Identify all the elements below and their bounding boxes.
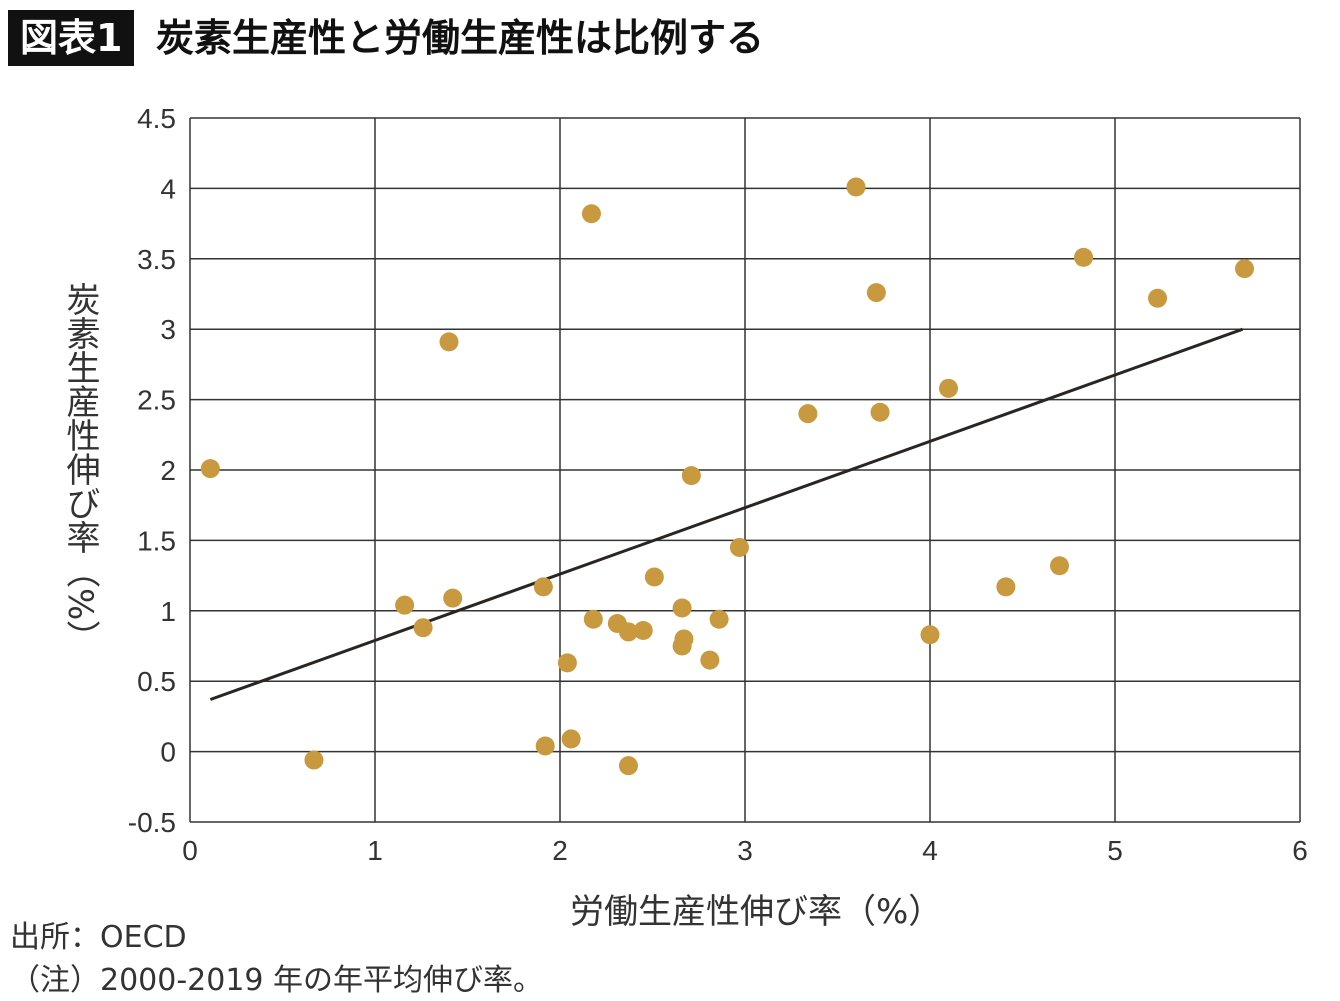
data-point: [557, 653, 577, 673]
y-tick-label: 2.5: [137, 385, 176, 416]
data-point: [644, 567, 664, 587]
data-point: [939, 378, 958, 398]
data-point: [1074, 247, 1094, 267]
data-point: [920, 625, 940, 645]
x-tick-label: 5: [1107, 835, 1123, 866]
data-point: [439, 332, 459, 352]
y-tick-label: 4: [160, 173, 176, 204]
data-point: [633, 621, 653, 641]
data-point: [583, 609, 603, 629]
x-tick-label: 4: [922, 835, 938, 866]
y-tick-label: 0.5: [137, 666, 176, 697]
x-tick-label: 6: [1292, 835, 1308, 866]
data-point: [1050, 556, 1069, 576]
x-tick-label: 3: [737, 835, 753, 866]
footnote: （注）2000-2019 年の年平均伸び率。: [10, 963, 544, 998]
data-point: [846, 177, 866, 197]
data-point: [709, 609, 729, 629]
trend-line: [209, 327, 1244, 701]
x-tick-label: 1: [367, 835, 383, 866]
data-point: [681, 466, 701, 486]
data-point: [870, 402, 890, 422]
y-tick-label: 0: [160, 737, 176, 768]
data-point: [304, 750, 324, 770]
data-point: [618, 622, 638, 642]
y-tick-label: 1.5: [137, 525, 176, 556]
data-point: [533, 577, 553, 597]
data-point: [672, 636, 692, 656]
data-point: [798, 404, 818, 424]
y-tick-label: -0.5: [128, 807, 176, 838]
y-tick-label: 4.5: [137, 103, 176, 134]
data-point: [1148, 288, 1168, 308]
data-point: [535, 736, 555, 756]
data-point: [561, 729, 581, 749]
y-axis-label: 炭素生産性伸び率（%）: [60, 282, 100, 655]
data-point: [413, 618, 433, 638]
data-point: [1235, 259, 1254, 279]
data-point: [200, 459, 220, 479]
y-tick-label: 2: [160, 455, 176, 486]
y-tick-label: 3.5: [137, 244, 176, 275]
source-note: 出所：OECD: [10, 920, 187, 955]
data-point: [672, 598, 692, 618]
data-point: [618, 756, 638, 776]
x-tick-label: 2: [552, 835, 568, 866]
y-tick-label: 1: [160, 596, 176, 627]
chart-title: 炭素生産性と労働生産性は比例する: [156, 16, 765, 60]
data-point: [700, 650, 720, 670]
figure-badge: 図表1: [8, 10, 135, 66]
data-point: [395, 595, 415, 615]
data-point: [729, 537, 749, 557]
data-point: [866, 283, 886, 303]
data-point: [443, 588, 463, 608]
y-tick-label: 3: [160, 314, 176, 345]
x-tick-label: 0: [182, 835, 198, 866]
x-axis-label: 労働生産性伸び率（%）: [570, 892, 943, 932]
data-point: [996, 577, 1016, 597]
data-point: [581, 204, 601, 224]
